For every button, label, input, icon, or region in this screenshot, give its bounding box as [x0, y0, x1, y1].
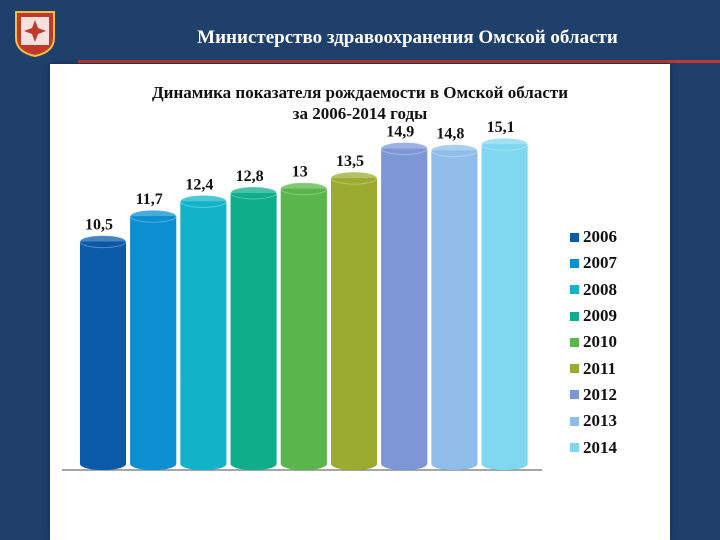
bar-2014: [481, 137, 529, 471]
data-label: 15,1: [487, 119, 515, 136]
chart-panel: Динамика показателя рождаемости в Омской…: [50, 64, 670, 540]
legend-swatch: [570, 258, 579, 268]
legend-label: 2013: [583, 411, 617, 431]
bar-top: [280, 182, 328, 196]
bar-chart: 10,5 11,7 12,4 12,8 13 13,5 14,9 14,8 15,1: [62, 119, 542, 471]
legend-swatch: [570, 311, 579, 321]
bar-top: [330, 171, 378, 185]
bar-body: [431, 150, 478, 471]
legend-label: 2006: [583, 227, 617, 247]
bar-2013: [430, 144, 478, 471]
legend-swatch: [570, 337, 579, 347]
legend-swatch: [570, 232, 579, 242]
bar-top: [129, 209, 177, 223]
bar-body: [481, 144, 528, 471]
bar-2012: [380, 141, 428, 471]
legend-label: 2010: [583, 332, 617, 352]
legend-label: 2007: [583, 253, 617, 273]
legend-swatch: [570, 443, 579, 453]
page-title: Министерство здравоохранения Омской обла…: [197, 27, 618, 48]
data-label: 13: [292, 164, 308, 181]
bar-top: [230, 186, 278, 200]
legend-label: 2008: [583, 279, 617, 299]
legend-item-2014: 2014: [570, 434, 617, 460]
bar-2008: [179, 194, 227, 471]
data-label: 12,8: [236, 168, 264, 185]
data-label: 13,5: [336, 153, 364, 170]
legend-swatch: [570, 285, 579, 295]
data-label: 14,8: [436, 126, 464, 143]
chart-title: Динамика показателя рождаемости в Омской…: [50, 82, 670, 124]
bar-2009: [230, 186, 278, 471]
bar-top: [380, 141, 428, 155]
legend-swatch: [570, 390, 579, 400]
bar-2010: [280, 182, 328, 470]
legend-label: 2009: [583, 306, 617, 326]
coat-of-arms-icon: [15, 11, 55, 58]
bar-body: [331, 178, 377, 470]
bar-body: [381, 148, 428, 471]
bar-top: [179, 194, 227, 208]
legend-item-2008: 2008: [570, 277, 617, 303]
bar-body: [130, 216, 177, 471]
bar-2011: [330, 171, 378, 470]
legend-label: 2011: [583, 358, 617, 378]
legend-item-2007: 2007: [570, 250, 617, 276]
data-label: 12,4: [185, 176, 213, 193]
bar-top: [481, 137, 529, 151]
legend-item-2011: 2011: [570, 355, 617, 381]
bar-top: [430, 144, 478, 158]
header-divider: [78, 60, 720, 63]
legend-label: 2014: [583, 437, 617, 457]
bar-body: [80, 241, 126, 470]
bar-2006: [79, 235, 127, 470]
chart-title-line1: Динамика показателя рождаемости в Омской…: [151, 83, 569, 102]
bar-body: [230, 192, 277, 471]
bar-body: [180, 201, 227, 471]
legend-item-2012: 2012: [570, 382, 617, 408]
data-label: 11,7: [136, 191, 163, 208]
legend-item-2010: 2010: [570, 329, 617, 355]
data-label: 14,9: [386, 123, 414, 140]
chart-legend: 2006 2007 2008 2009 2010 2011 2012 2013 2014: [570, 224, 617, 461]
legend-swatch: [570, 416, 579, 426]
legend-swatch: [570, 364, 579, 374]
bar-top: [79, 235, 127, 249]
bar-body: [280, 188, 327, 470]
legend-item-2006: 2006: [570, 224, 617, 250]
legend-label: 2012: [583, 384, 617, 404]
legend-item-2009: 2009: [570, 303, 617, 329]
legend-item-2013: 2013: [570, 408, 617, 434]
data-label: 10,5: [85, 217, 113, 234]
chart-title-line2: за 2006-2014 годы: [292, 104, 428, 123]
bar-2007: [129, 209, 177, 471]
